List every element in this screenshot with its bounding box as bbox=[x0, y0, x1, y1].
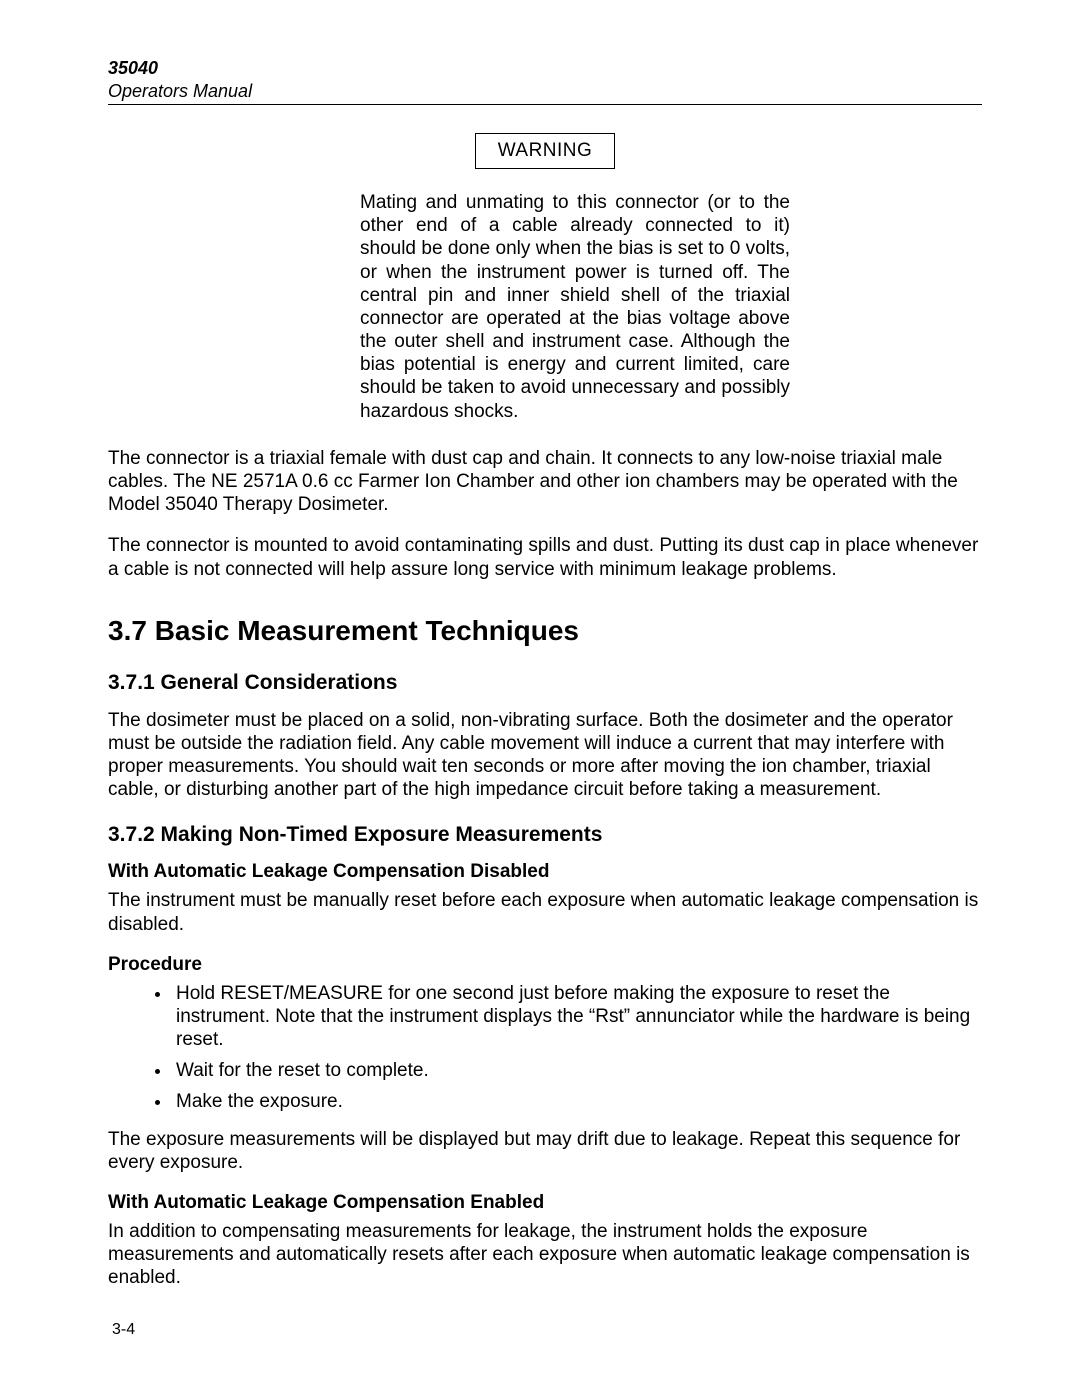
connector-para-1: The connector is a triaxial female with … bbox=[108, 447, 982, 517]
procedure-item: Wait for the reset to complete. bbox=[172, 1059, 982, 1082]
subsection-3-7-2-heading: 3.7.2 Making Non-Timed Exposure Measurem… bbox=[108, 823, 982, 847]
procedure-list: Hold RESET/MEASURE for one second just b… bbox=[108, 982, 982, 1114]
procedure-heading: Procedure bbox=[108, 954, 982, 976]
connector-para-2: The connector is mounted to avoid contam… bbox=[108, 534, 982, 580]
general-considerations-text: The dosimeter must be placed on a solid,… bbox=[108, 709, 982, 802]
section-heading: 3.7 Basic Measurement Techniques bbox=[108, 615, 982, 647]
subsection-3-7-1-heading: 3.7.1 General Considerations bbox=[108, 671, 982, 695]
procedure-after-text: The exposure measurements will be displa… bbox=[108, 1128, 982, 1174]
disabled-heading: With Automatic Leakage Compensation Disa… bbox=[108, 861, 982, 883]
warning-box-wrap: WARNING bbox=[108, 133, 982, 169]
header-subtitle: Operators Manual bbox=[108, 80, 982, 103]
disabled-text: The instrument must be manually reset be… bbox=[108, 889, 982, 935]
procedure-item: Hold RESET/MEASURE for one second just b… bbox=[172, 982, 982, 1052]
header-model: 35040 bbox=[108, 58, 982, 80]
procedure-item: Make the exposure. bbox=[172, 1090, 982, 1113]
page-number: 3-4 bbox=[112, 1321, 135, 1339]
page-header: 35040 Operators Manual bbox=[108, 58, 982, 105]
warning-label: WARNING bbox=[475, 133, 616, 169]
page: 35040 Operators Manual WARNING Mating an… bbox=[0, 0, 1080, 1289]
warning-text: Mating and unmating to this connector (o… bbox=[300, 191, 790, 423]
enabled-text: In addition to compensating measurements… bbox=[108, 1220, 982, 1290]
enabled-heading: With Automatic Leakage Compensation Enab… bbox=[108, 1192, 982, 1214]
